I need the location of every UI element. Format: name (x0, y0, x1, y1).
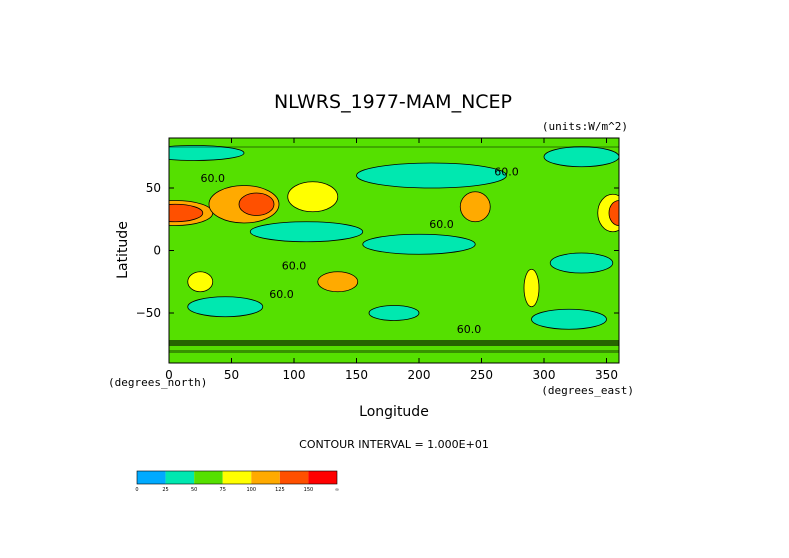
x-axis: 0 50 100 150 200 250 300 350 (165, 138, 618, 382)
colorbar-label-7: ∞ (335, 487, 339, 493)
x-tick-label: 0 (165, 368, 173, 382)
colorbar-label-4: 100 (247, 487, 257, 493)
colorbar-label-0: 0 (135, 487, 138, 493)
field-regions (169, 145, 619, 330)
colorbar: 0 25 50 75 100 125 150 ∞ (135, 470, 339, 493)
field-region-10 (523, 268, 540, 308)
field-region-16 (368, 305, 420, 321)
field-region-7 (608, 200, 619, 226)
x-tick-label: 300 (533, 368, 556, 382)
y-tick-label: 0 (153, 244, 161, 258)
field-region-9 (187, 271, 214, 293)
southern-contour-band (169, 350, 619, 353)
field-region-3 (238, 192, 275, 216)
x-tick-label: 200 (408, 368, 431, 382)
x-tick-label: 50 (224, 368, 239, 382)
contour-label-4: 60.0 (494, 166, 519, 179)
chart-title: NLWRS_1977-MAM_NCEP (274, 91, 512, 113)
northern-contour-band (169, 146, 619, 148)
field-region-13 (187, 296, 264, 318)
contour-label-0: 60.0 (201, 172, 226, 185)
colorbar-swatch-6 (308, 471, 337, 484)
y-axis-label: Latitude (115, 221, 131, 279)
colorbar-label-2: 50 (191, 487, 197, 493)
colorbar-swatch-1 (165, 471, 195, 484)
y-tick-label: −50 (136, 306, 161, 320)
field-region-4 (287, 181, 339, 213)
x-axis-label: Longitude (359, 404, 429, 420)
colorbar-swatch-2 (194, 471, 223, 484)
colorbar-label-6: 150 (304, 487, 314, 493)
x-tick-label: 100 (283, 368, 306, 382)
contour-labels: 60.0 60.0 60.0 60.0 60.0 60.0 (201, 166, 519, 337)
southern-contour-band (169, 340, 619, 346)
field-region-8 (317, 271, 359, 293)
colorbar-swatch-0 (137, 471, 166, 484)
colorbar-label-3: 75 (220, 487, 226, 493)
field-region-12 (362, 233, 476, 255)
field-region-11 (249, 221, 364, 243)
colorbar-swatch-5 (279, 471, 309, 484)
contour-interval-label: CONTOUR INTERVAL = 1.000E+01 (299, 438, 489, 451)
x-tick-label: 250 (470, 368, 493, 382)
colorbar-label-1: 25 (162, 487, 168, 493)
colorbar-frame (136, 470, 338, 485)
contour-label-2: 60.0 (282, 259, 307, 272)
colorbar-swatch-4 (251, 471, 280, 484)
field-region-17 (356, 162, 507, 189)
field-region-15 (531, 308, 607, 330)
polar-bands (169, 146, 619, 353)
x-tick-label: 150 (345, 368, 368, 382)
y-unit-label: (degrees_north) (108, 376, 207, 389)
colorbar-swatch-3 (222, 471, 252, 484)
field-region-19 (543, 146, 619, 168)
plot-area: 60.0 60.0 60.0 60.0 60.0 60.0 (169, 138, 619, 363)
contour-label-1: 60.0 (429, 218, 454, 231)
contour-label-3: 60.0 (269, 288, 294, 301)
field-region-18 (169, 145, 245, 161)
units-label: (units:W/m^2) (542, 120, 628, 133)
y-axis: 50 0 −50 (136, 181, 619, 320)
field-region-1 (169, 203, 204, 223)
x-unit-label: (degrees_east) (541, 384, 634, 397)
contour-label-5: 60.0 (457, 323, 482, 336)
field-region-14 (549, 252, 614, 274)
y-tick-label: 50 (146, 181, 161, 195)
colorbar-label-5: 125 (275, 487, 285, 493)
field-region-5 (459, 191, 491, 223)
x-tick-label: 350 (595, 368, 618, 382)
